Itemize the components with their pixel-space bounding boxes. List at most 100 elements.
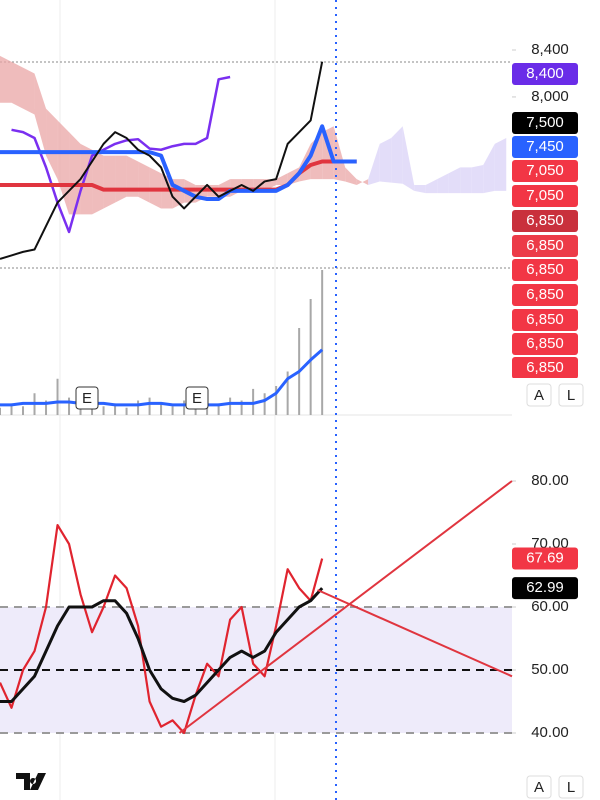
price-badge: 6,850	[512, 333, 578, 355]
badge-label: 7,450	[526, 138, 564, 155]
series-line	[0, 348, 324, 407]
price-badge: 7,050	[512, 185, 578, 207]
badge-label: 6,850	[526, 335, 564, 352]
volume-bar	[148, 397, 151, 415]
volume-bar	[286, 371, 289, 415]
cloud-segment	[483, 143, 495, 194]
badge-label: 6,850	[526, 359, 564, 376]
volume-bar	[275, 386, 278, 415]
cloud-segment	[0, 55, 12, 103]
badge-label: 6,850	[526, 237, 564, 254]
volume-bar	[10, 403, 13, 415]
volume-bar	[22, 406, 25, 415]
price-badge: 6,850	[512, 357, 578, 378]
cloud-segment	[23, 67, 35, 115]
price-badge: 6,850	[512, 259, 578, 281]
event-badge	[75, 386, 99, 410]
y-tick-label: 40.00	[531, 724, 569, 741]
cloud-segment	[138, 161, 150, 203]
price-badge: 7,050	[512, 160, 578, 182]
cloud-segment	[69, 132, 81, 215]
button[interactable]	[526, 775, 552, 799]
cloud-segment	[126, 155, 139, 197]
volume-bar	[114, 403, 117, 415]
cloud-segment	[46, 108, 58, 180]
badge-label: 67.69	[526, 550, 564, 567]
price-badge: 8,400	[512, 63, 578, 85]
badge-box	[512, 235, 578, 257]
price-badge: 62.99	[512, 577, 578, 600]
cloud-segment	[494, 138, 507, 191]
cloud-segment	[172, 179, 185, 209]
badge-box	[512, 333, 578, 355]
price-pane: 8,400 8,000 8,400 7,500 7,450 7,050 7,050 6,850…	[0, 41, 578, 378]
cloud-segment	[276, 173, 288, 185]
volume-bar	[171, 406, 174, 415]
cloud-segment	[425, 179, 438, 194]
price-badge: 6,850	[512, 309, 578, 331]
badge-box	[512, 309, 578, 331]
badge-label: 8,400	[526, 65, 564, 82]
badge-box	[512, 357, 578, 378]
cloud-segment	[379, 138, 392, 183]
badge-label: 6,850	[526, 261, 564, 278]
cloud-segment	[356, 179, 369, 185]
axis-buttons[interactable]: A L A L	[526, 383, 584, 799]
volume-bar	[217, 403, 220, 415]
button-label[interactable]: A	[534, 387, 544, 404]
y-tick-label: 50.00	[531, 661, 569, 678]
volume-bar	[45, 400, 48, 415]
series-line	[0, 124, 357, 202]
cloud-segment	[471, 165, 484, 194]
badge-box	[512, 63, 578, 85]
cloud-segment	[437, 173, 449, 194]
event-label: E	[192, 390, 202, 407]
volume-bar	[183, 400, 186, 415]
button[interactable]	[526, 383, 552, 407]
volume-bar	[56, 378, 59, 415]
button-label[interactable]: A	[534, 779, 544, 796]
cloud-segment	[368, 143, 380, 185]
event-badge	[185, 386, 209, 410]
badge-box	[512, 577, 578, 600]
series-line	[11, 75, 231, 234]
price-badge: 6,850	[512, 235, 578, 257]
volume-bar	[263, 393, 266, 415]
volume-bar	[160, 403, 163, 415]
volume-bar	[229, 397, 232, 415]
y-tick-label: 8,400	[531, 41, 569, 58]
badge-box	[512, 210, 578, 232]
cloud-segment	[460, 167, 472, 194]
volume-bar	[321, 270, 324, 415]
volume-bar	[240, 400, 243, 415]
cloud-segment	[115, 155, 127, 203]
button-label[interactable]: L	[567, 779, 575, 796]
badge-box	[512, 185, 578, 207]
cloud-segment	[391, 126, 403, 184]
badge-label: 62.99	[526, 579, 564, 596]
cloud-segment	[34, 73, 47, 156]
button-label[interactable]: L	[567, 387, 575, 404]
price-badge: 67.69	[512, 547, 578, 570]
cloud-segment	[80, 143, 93, 215]
volume-bar	[309, 299, 312, 415]
badge-box	[512, 160, 578, 182]
trendline	[317, 589, 513, 678]
badge-box	[512, 547, 578, 570]
series-line	[0, 524, 324, 735]
cloud-segment	[92, 149, 104, 215]
y-tick-label: 8,000	[531, 88, 569, 105]
button[interactable]	[558, 383, 584, 407]
cloud-segment	[448, 167, 461, 194]
cloud-segment	[414, 184, 426, 194]
price-badge: 7,500	[512, 112, 578, 134]
volume-bar	[0, 407, 1, 415]
volume-bar	[102, 406, 105, 415]
button[interactable]	[558, 775, 584, 799]
event-label: E	[82, 390, 92, 407]
cloud-segment	[103, 155, 116, 209]
volume-bar	[68, 397, 71, 415]
